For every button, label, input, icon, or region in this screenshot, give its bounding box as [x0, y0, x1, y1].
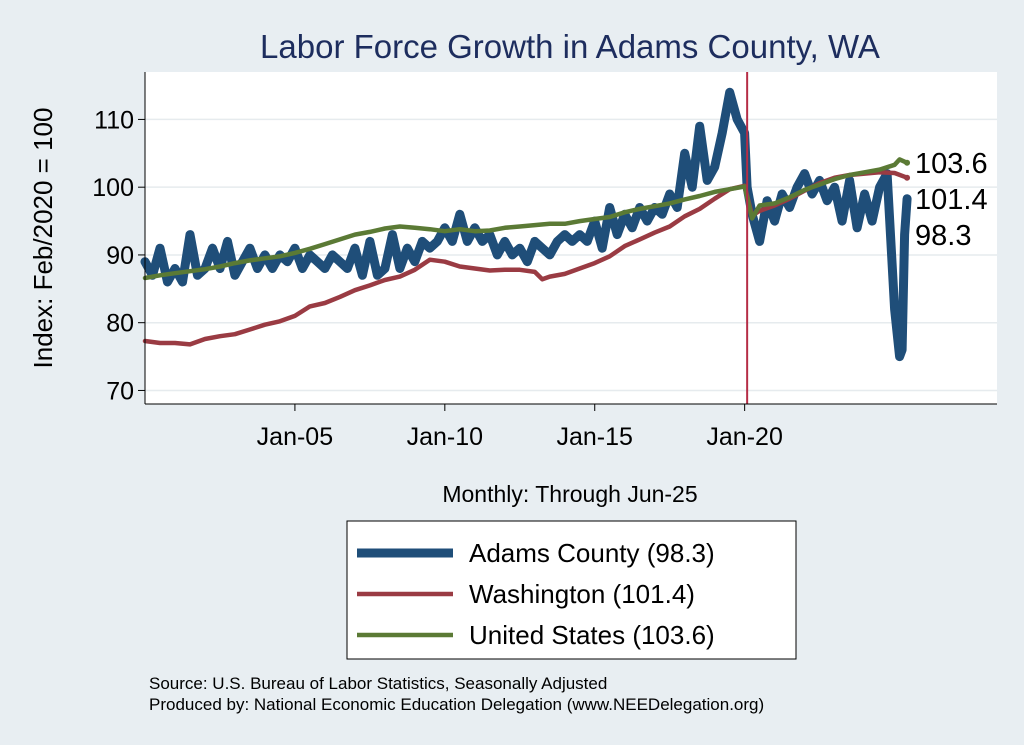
source-note: Source: U.S. Bureau of Labor Statistics,…: [149, 674, 607, 693]
x-tick-label: Jan-10: [407, 423, 483, 451]
legend-items: Adams County (98.3) Washington (101.4) Uni…: [357, 538, 715, 650]
producer-note: Produced by: National Economic Education…: [149, 695, 764, 714]
y-tick-label: 110: [94, 106, 134, 134]
x-tick-label: Jan-05: [257, 423, 333, 451]
x-ticks: Jan-05 Jan-10 Jan-15 Jan-20: [257, 404, 783, 451]
legend-label: United States (103.6): [469, 620, 715, 650]
series-end-label: 98.3: [915, 220, 971, 252]
y-tick-label: 80: [106, 310, 134, 338]
series-end-marker: [904, 195, 911, 202]
series-end-label: 103.6: [915, 148, 988, 180]
y-tick-label: 70: [106, 377, 134, 405]
legend-label: Adams County (98.3): [469, 538, 715, 568]
legend-label: Washington (101.4): [469, 579, 695, 609]
x-tick-label: Jan-15: [557, 423, 633, 451]
end-labels: 103.6 101.4 98.3: [904, 148, 988, 252]
chart-title: Labor Force Growth in Adams County, WA: [260, 28, 880, 65]
y-tick-label: 90: [106, 242, 134, 270]
y-tick-label: 100: [92, 174, 134, 202]
y-axis-title: Index: Feb/2020 = 100: [28, 108, 58, 369]
plot-area: 70 80 90 100 110 Jan-05 Jan-10 Jan-15 Jan-20 10…: [92, 72, 997, 451]
series-layer: [140, 87, 912, 362]
legend: Adams County (98.3) Washington (101.4) Uni…: [346, 520, 797, 660]
series-end-marker: [904, 174, 911, 181]
series-end-label: 101.4: [915, 184, 988, 216]
series-line: [142, 157, 910, 281]
x-tick-label: Jan-20: [706, 423, 782, 451]
series-end-marker: [904, 159, 911, 166]
x-axis-title: Monthly: Through Jun-25: [442, 481, 697, 507]
y-ticks: 70 80 90 100 110: [92, 106, 145, 405]
